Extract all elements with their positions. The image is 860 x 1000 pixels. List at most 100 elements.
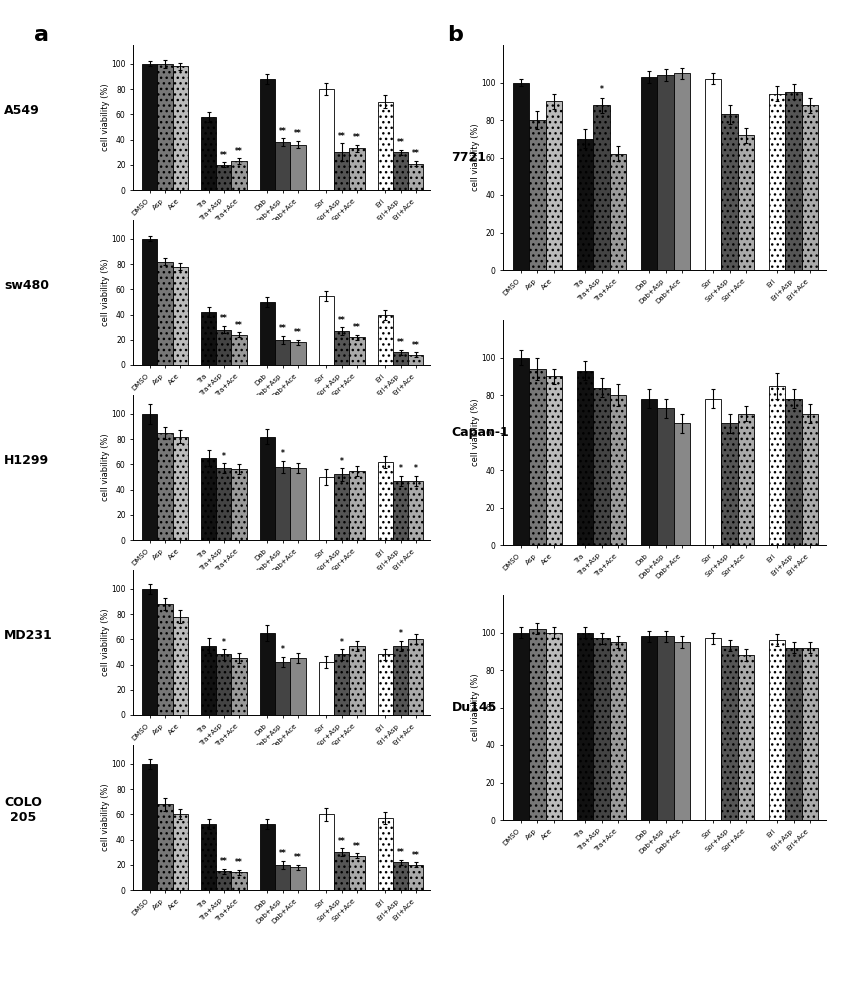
Y-axis label: cell viability (%): cell viability (%) bbox=[470, 674, 480, 741]
Bar bbox=[657, 408, 674, 545]
Bar bbox=[349, 148, 365, 190]
Bar bbox=[142, 239, 157, 365]
Bar bbox=[408, 481, 423, 540]
Bar bbox=[378, 102, 393, 190]
Text: **: ** bbox=[220, 151, 228, 160]
Y-axis label: cell viability (%): cell viability (%) bbox=[101, 259, 110, 326]
Text: *: * bbox=[222, 452, 226, 461]
Bar bbox=[513, 358, 529, 545]
Bar bbox=[722, 114, 738, 270]
Bar bbox=[201, 312, 216, 365]
Text: *: * bbox=[340, 457, 344, 466]
Bar bbox=[231, 872, 247, 890]
Bar bbox=[393, 481, 408, 540]
Bar bbox=[260, 437, 275, 540]
Bar bbox=[142, 414, 157, 540]
Y-axis label: cell viability (%): cell viability (%) bbox=[101, 84, 110, 151]
Bar bbox=[334, 654, 349, 715]
Text: *: * bbox=[281, 449, 285, 458]
Text: *: * bbox=[281, 645, 285, 654]
Bar bbox=[593, 105, 610, 270]
Bar bbox=[393, 352, 408, 365]
Bar bbox=[334, 152, 349, 190]
Bar bbox=[378, 315, 393, 365]
Bar bbox=[722, 423, 738, 545]
Bar bbox=[738, 135, 754, 270]
Bar bbox=[674, 423, 691, 545]
Bar bbox=[610, 154, 626, 270]
Text: **: ** bbox=[220, 857, 228, 866]
Text: *: * bbox=[399, 629, 402, 638]
Text: **: ** bbox=[396, 338, 404, 347]
Bar bbox=[610, 642, 626, 820]
Bar bbox=[157, 804, 173, 890]
Bar bbox=[802, 648, 819, 820]
Text: b: b bbox=[447, 25, 463, 45]
Text: **: ** bbox=[236, 858, 243, 867]
Bar bbox=[216, 871, 231, 890]
Bar bbox=[319, 296, 334, 365]
Text: **: ** bbox=[338, 132, 346, 141]
Text: **: ** bbox=[279, 849, 286, 858]
Bar bbox=[201, 458, 216, 540]
Bar bbox=[349, 471, 365, 540]
Bar bbox=[291, 867, 305, 890]
Text: H1299: H1299 bbox=[4, 454, 49, 467]
Text: **: ** bbox=[353, 323, 361, 332]
Text: **: ** bbox=[353, 842, 361, 851]
Text: *: * bbox=[599, 85, 604, 94]
Bar bbox=[142, 64, 157, 190]
Bar bbox=[769, 94, 785, 270]
Bar bbox=[260, 79, 275, 190]
Bar bbox=[674, 642, 691, 820]
Bar bbox=[216, 330, 231, 365]
Bar bbox=[704, 399, 722, 545]
Bar bbox=[408, 865, 423, 890]
Bar bbox=[216, 468, 231, 540]
Bar bbox=[142, 764, 157, 890]
Bar bbox=[802, 414, 819, 545]
Text: **: ** bbox=[338, 316, 346, 325]
Bar bbox=[260, 633, 275, 715]
Text: **: ** bbox=[353, 133, 361, 142]
Bar bbox=[275, 340, 291, 365]
Text: MD231: MD231 bbox=[4, 629, 53, 642]
Text: **: ** bbox=[396, 138, 404, 147]
Bar bbox=[576, 371, 593, 545]
Bar bbox=[201, 824, 216, 890]
Bar bbox=[231, 335, 247, 365]
Bar bbox=[769, 640, 785, 820]
Bar bbox=[408, 355, 423, 365]
Bar bbox=[275, 142, 291, 190]
Bar bbox=[201, 646, 216, 715]
Text: **: ** bbox=[294, 129, 302, 138]
Bar bbox=[738, 414, 754, 545]
Text: **: ** bbox=[294, 853, 302, 862]
Bar bbox=[610, 395, 626, 545]
Text: *: * bbox=[414, 464, 418, 473]
Bar bbox=[641, 399, 657, 545]
Bar bbox=[378, 462, 393, 540]
Bar bbox=[785, 399, 802, 545]
Text: Capan-1: Capan-1 bbox=[452, 426, 509, 439]
Bar bbox=[529, 369, 546, 545]
Bar bbox=[349, 856, 365, 890]
Bar bbox=[393, 862, 408, 890]
Bar bbox=[231, 469, 247, 540]
Text: **: ** bbox=[279, 127, 286, 136]
Bar bbox=[408, 639, 423, 715]
Text: COLO
205: COLO 205 bbox=[4, 796, 42, 824]
Bar bbox=[769, 386, 785, 545]
Text: **: ** bbox=[412, 341, 420, 350]
Bar bbox=[334, 852, 349, 890]
Bar bbox=[513, 633, 529, 820]
Bar bbox=[319, 477, 334, 540]
Text: A549: A549 bbox=[4, 104, 40, 117]
Y-axis label: cell viability (%): cell viability (%) bbox=[101, 434, 110, 501]
Bar bbox=[785, 648, 802, 820]
Y-axis label: cell viability (%): cell viability (%) bbox=[101, 609, 110, 676]
Bar bbox=[546, 633, 562, 820]
Bar bbox=[393, 646, 408, 715]
Bar bbox=[704, 638, 722, 820]
Text: *: * bbox=[399, 464, 402, 473]
